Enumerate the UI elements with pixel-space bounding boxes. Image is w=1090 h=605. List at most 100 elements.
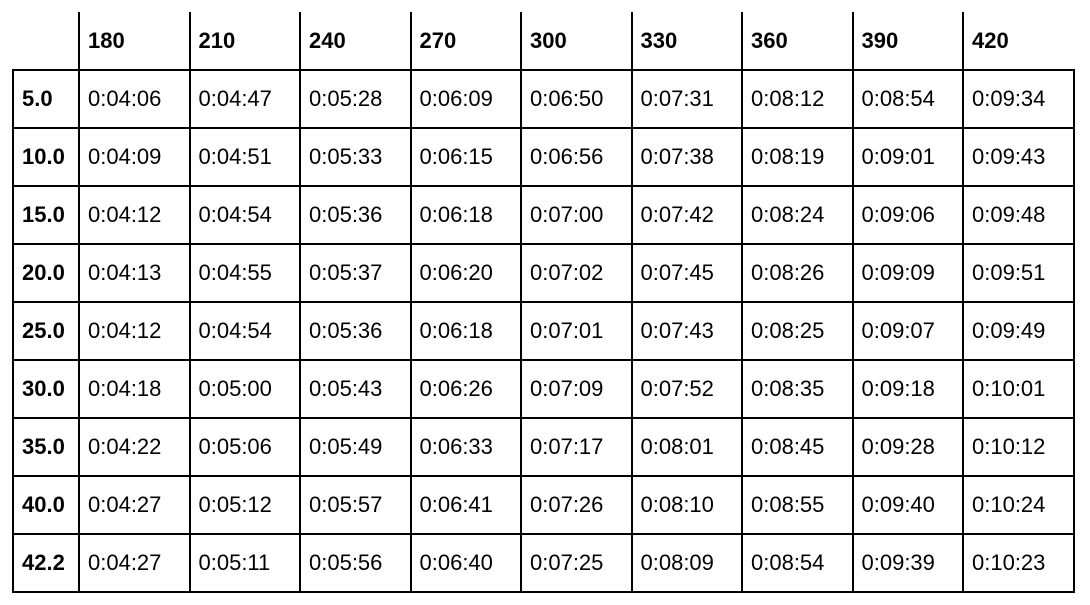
table-cell: 0:08:54 (742, 534, 853, 592)
table-cell: 0:08:55 (742, 476, 853, 534)
table-cell: 0:08:54 (853, 70, 964, 128)
table-header-row: 180 210 240 270 300 330 360 390 420 (13, 12, 1074, 70)
table-cell: 0:04:27 (79, 476, 190, 534)
table-cell: 0:09:49 (963, 302, 1074, 360)
table-cell: 0:07:01 (521, 302, 632, 360)
table-cell: 0:04:27 (79, 534, 190, 592)
table-cell: 0:09:40 (853, 476, 964, 534)
table-cell: 0:08:45 (742, 418, 853, 476)
table-cell: 0:06:40 (411, 534, 522, 592)
col-header: 360 (742, 12, 853, 70)
table-row: 35.0 0:04:22 0:05:06 0:05:49 0:06:33 0:0… (13, 418, 1074, 476)
pace-table: 180 210 240 270 300 330 360 390 420 5.0 … (12, 12, 1075, 593)
table-row: 40.0 0:04:27 0:05:12 0:05:57 0:06:41 0:0… (13, 476, 1074, 534)
row-header: 40.0 (13, 476, 79, 534)
table-cell: 0:04:22 (79, 418, 190, 476)
table-cell: 0:07:43 (632, 302, 743, 360)
table-cell: 0:04:54 (190, 302, 301, 360)
col-header: 390 (853, 12, 964, 70)
table-row: 5.0 0:04:06 0:04:47 0:05:28 0:06:09 0:06… (13, 70, 1074, 128)
table-cell: 0:04:12 (79, 186, 190, 244)
table-cell: 0:09:09 (853, 244, 964, 302)
table-cell: 0:04:54 (190, 186, 301, 244)
table-cell: 0:09:34 (963, 70, 1074, 128)
table-cell: 0:07:09 (521, 360, 632, 418)
table-cell: 0:08:12 (742, 70, 853, 128)
table-cell: 0:04:47 (190, 70, 301, 128)
table-row: 15.0 0:04:12 0:04:54 0:05:36 0:06:18 0:0… (13, 186, 1074, 244)
table-cell: 0:06:33 (411, 418, 522, 476)
table-cell: 0:08:10 (632, 476, 743, 534)
table-cell: 0:04:09 (79, 128, 190, 186)
table-cell: 0:10:24 (963, 476, 1074, 534)
table-cell: 0:09:07 (853, 302, 964, 360)
table-cell: 0:08:01 (632, 418, 743, 476)
row-header: 5.0 (13, 70, 79, 128)
table-cell: 0:06:50 (521, 70, 632, 128)
row-header: 30.0 (13, 360, 79, 418)
table-cell: 0:08:35 (742, 360, 853, 418)
table-cell: 0:08:24 (742, 186, 853, 244)
table-cell: 0:06:20 (411, 244, 522, 302)
table-cell: 0:08:09 (632, 534, 743, 592)
table-row: 30.0 0:04:18 0:05:00 0:05:43 0:06:26 0:0… (13, 360, 1074, 418)
table-cell: 0:04:12 (79, 302, 190, 360)
table-cell: 0:08:26 (742, 244, 853, 302)
table-cell: 0:05:36 (300, 302, 411, 360)
table-cell: 0:04:06 (79, 70, 190, 128)
table-cell: 0:05:00 (190, 360, 301, 418)
table-cell: 0:05:37 (300, 244, 411, 302)
table-cell: 0:06:18 (411, 186, 522, 244)
table-row: 20.0 0:04:13 0:04:55 0:05:37 0:06:20 0:0… (13, 244, 1074, 302)
table-cell: 0:07:02 (521, 244, 632, 302)
table-cell: 0:09:39 (853, 534, 964, 592)
table-cell: 0:07:52 (632, 360, 743, 418)
col-header: 420 (963, 12, 1074, 70)
table-cell: 0:04:18 (79, 360, 190, 418)
col-header: 330 (632, 12, 743, 70)
table-cell: 0:05:28 (300, 70, 411, 128)
table-cell: 0:10:01 (963, 360, 1074, 418)
col-header: 270 (411, 12, 522, 70)
row-header: 25.0 (13, 302, 79, 360)
table-cell: 0:07:31 (632, 70, 743, 128)
table-cell: 0:08:25 (742, 302, 853, 360)
row-header: 20.0 (13, 244, 79, 302)
col-header: 180 (79, 12, 190, 70)
table-corner-cell (13, 12, 79, 70)
table-cell: 0:06:18 (411, 302, 522, 360)
row-header: 15.0 (13, 186, 79, 244)
table-cell: 0:09:01 (853, 128, 964, 186)
table-cell: 0:05:11 (190, 534, 301, 592)
table-cell: 0:05:57 (300, 476, 411, 534)
row-header: 35.0 (13, 418, 79, 476)
table-cell: 0:05:49 (300, 418, 411, 476)
row-header: 10.0 (13, 128, 79, 186)
table-cell: 0:05:36 (300, 186, 411, 244)
table-cell: 0:05:12 (190, 476, 301, 534)
table-cell: 0:04:51 (190, 128, 301, 186)
table-cell: 0:09:28 (853, 418, 964, 476)
table-cell: 0:06:56 (521, 128, 632, 186)
table-cell: 0:07:17 (521, 418, 632, 476)
table-cell: 0:04:55 (190, 244, 301, 302)
table-cell: 0:09:48 (963, 186, 1074, 244)
table-cell: 0:07:38 (632, 128, 743, 186)
col-header: 300 (521, 12, 632, 70)
table-cell: 0:09:06 (853, 186, 964, 244)
table-cell: 0:06:15 (411, 128, 522, 186)
table-cell: 0:09:18 (853, 360, 964, 418)
table-row: 10.0 0:04:09 0:04:51 0:05:33 0:06:15 0:0… (13, 128, 1074, 186)
table-cell: 0:07:45 (632, 244, 743, 302)
table-cell: 0:08:19 (742, 128, 853, 186)
table-cell: 0:09:51 (963, 244, 1074, 302)
table-cell: 0:05:43 (300, 360, 411, 418)
table-cell: 0:09:43 (963, 128, 1074, 186)
table-row: 42.2 0:04:27 0:05:11 0:05:56 0:06:40 0:0… (13, 534, 1074, 592)
col-header: 240 (300, 12, 411, 70)
table-cell: 0:06:41 (411, 476, 522, 534)
table-cell: 0:06:09 (411, 70, 522, 128)
table-cell: 0:05:33 (300, 128, 411, 186)
table-cell: 0:07:42 (632, 186, 743, 244)
table-cell: 0:07:25 (521, 534, 632, 592)
